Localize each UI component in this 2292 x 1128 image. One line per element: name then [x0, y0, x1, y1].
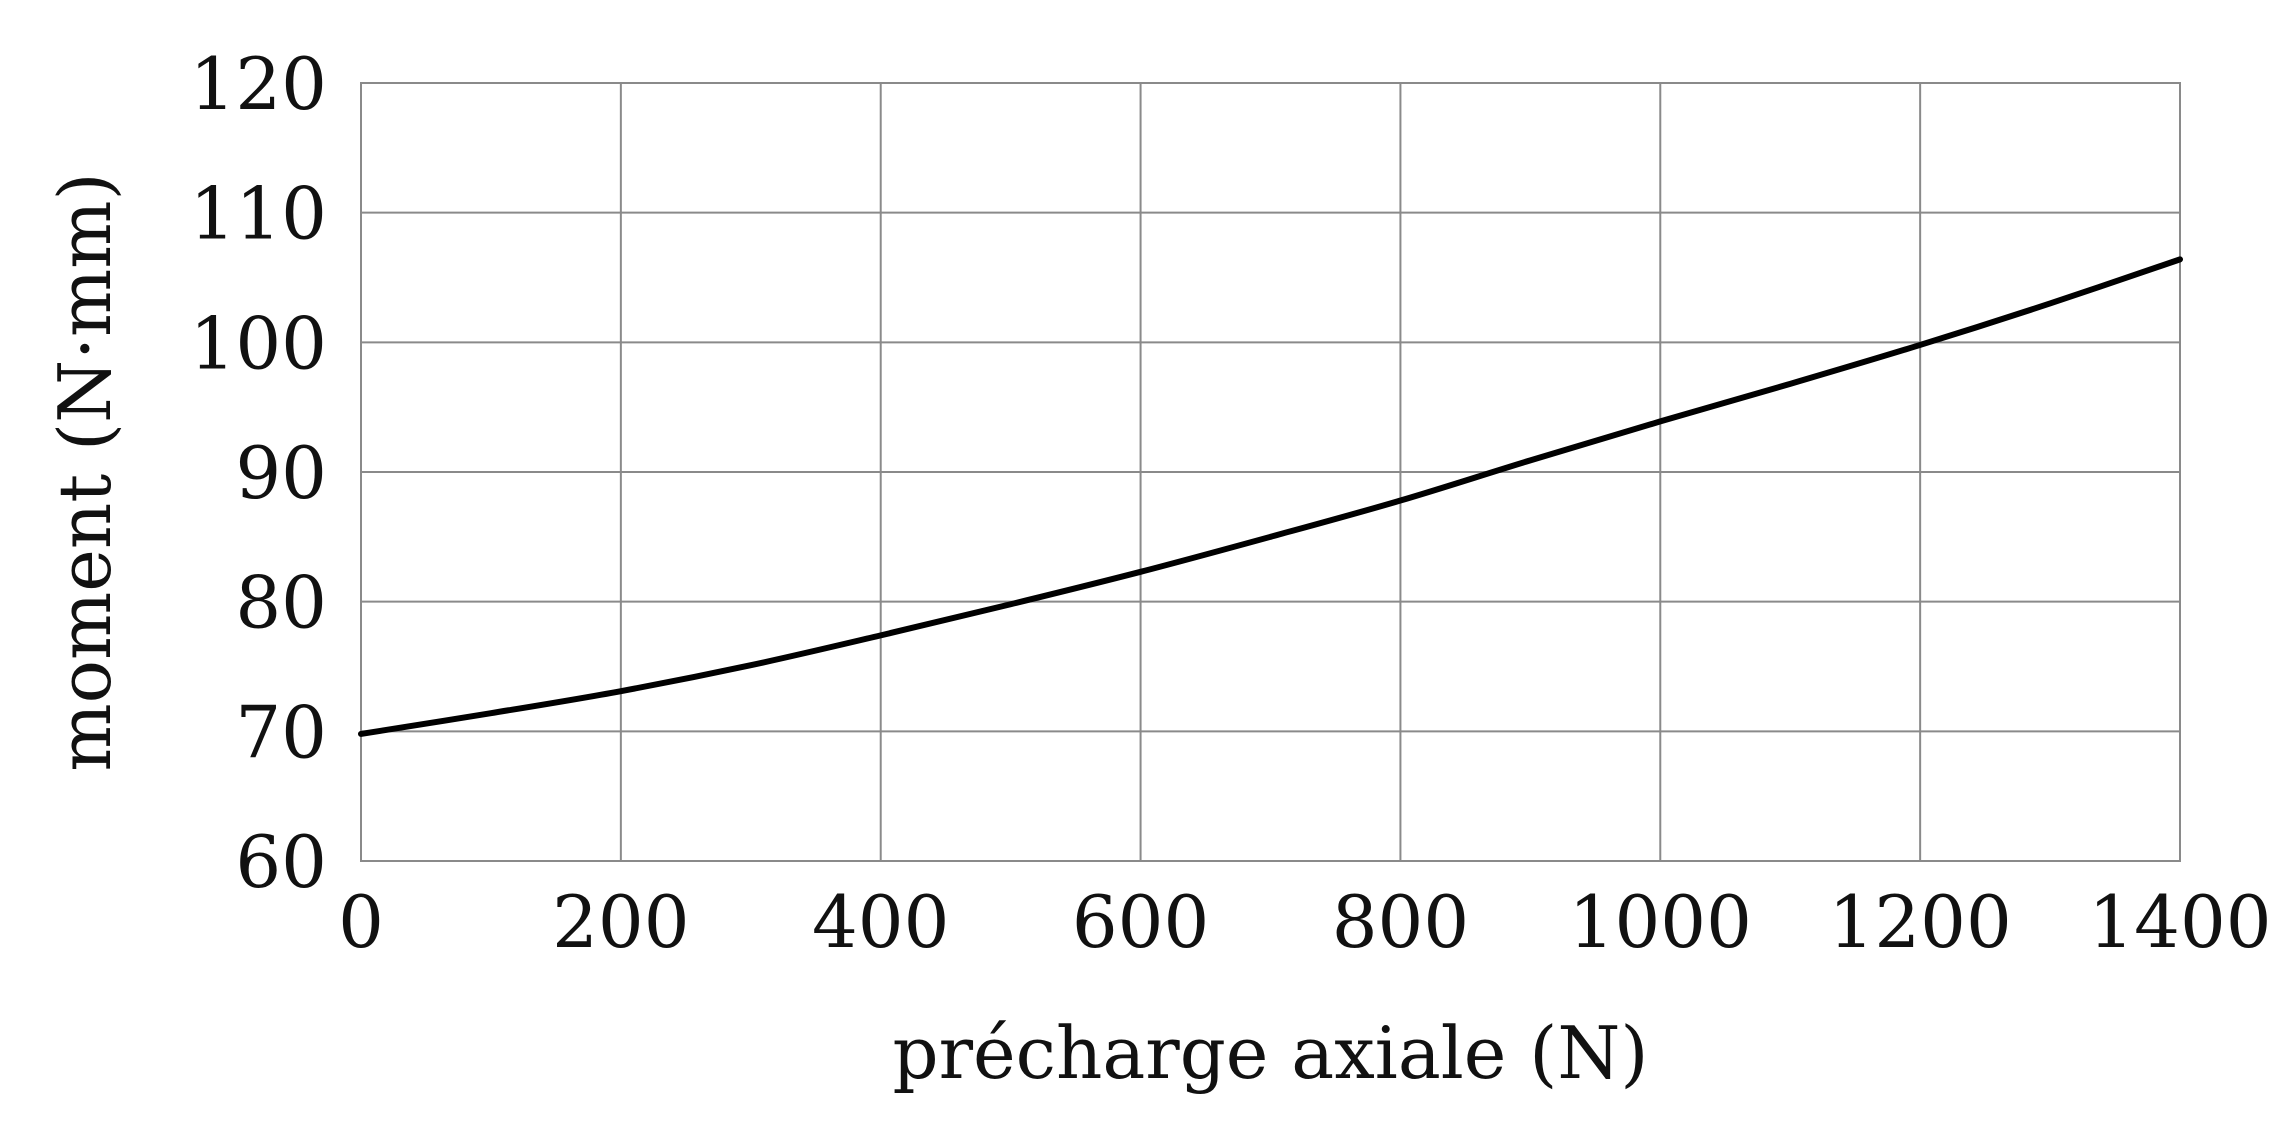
y-axis-label: moment (N·mm)	[43, 172, 127, 771]
x-tick-label: 200	[552, 880, 689, 964]
x-tick-label: 400	[812, 880, 949, 964]
y-tick-label: 70	[235, 690, 327, 774]
y-tick-label: 100	[190, 301, 327, 385]
x-axis-label: précharge axiale (N)	[893, 1011, 1649, 1095]
x-tick-label: 800	[1332, 880, 1469, 964]
y-axis-ticks: 60 70 80 90 100 110 120	[190, 42, 327, 904]
y-tick-label: 90	[235, 431, 327, 515]
series-line	[358, 256, 2183, 737]
x-tick-label: 1200	[1829, 880, 2012, 964]
x-tick-label: 600	[1072, 880, 1209, 964]
x-tick-label: 1000	[1569, 880, 1752, 964]
y-tick-label: 120	[190, 42, 327, 126]
y-tick-label: 80	[235, 561, 327, 645]
x-axis-ticks: 0 200 400 600 800 1000 1200 1400	[338, 880, 2272, 964]
y-tick-label: 60	[235, 820, 327, 904]
series-layer	[358, 256, 2183, 737]
x-tick-label: 0	[338, 880, 384, 964]
grid	[360, 82, 2181, 862]
y-tick-label: 110	[190, 172, 327, 256]
x-tick-label: 1400	[2088, 880, 2271, 964]
plot-frame	[360, 82, 2181, 862]
